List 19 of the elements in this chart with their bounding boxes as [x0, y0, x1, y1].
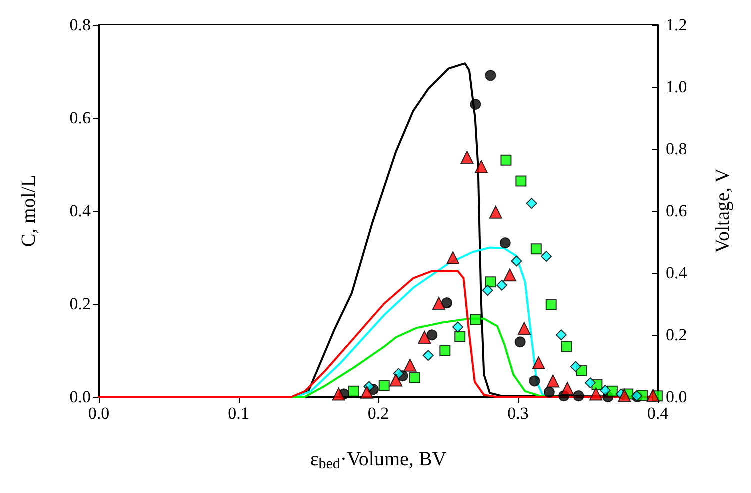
y-axis-title: C, mol/L: [18, 174, 40, 248]
y-tick-label: 0.6: [70, 108, 91, 128]
y2-tick-label: 0.6: [666, 202, 688, 220]
y2-tick-label: 0.0: [666, 388, 688, 406]
y-tick-label: 0.8: [70, 16, 91, 34]
x-tick-label: 0.0: [88, 404, 110, 423]
y2-tick-label: 0.8: [666, 140, 688, 158]
y2-tick-label: 1.2: [666, 16, 688, 34]
y-tick-label: 0.4: [70, 202, 92, 220]
x-tick-label: 0.2: [368, 404, 390, 423]
y2-tick-label: 0.2: [666, 326, 688, 344]
y-tick-label: 0.2: [70, 294, 91, 314]
x-tick-label: 0.3: [508, 404, 529, 423]
y2-tick-label: 1.0: [666, 78, 688, 96]
x-tick-label: 0.4: [647, 404, 670, 423]
y2-axis-title: Voltage, V: [712, 168, 734, 254]
y2-tick-label: 0.4: [666, 264, 688, 282]
y-tick-label: 0.0: [70, 388, 91, 406]
x-tick-label: 0.1: [228, 404, 250, 423]
